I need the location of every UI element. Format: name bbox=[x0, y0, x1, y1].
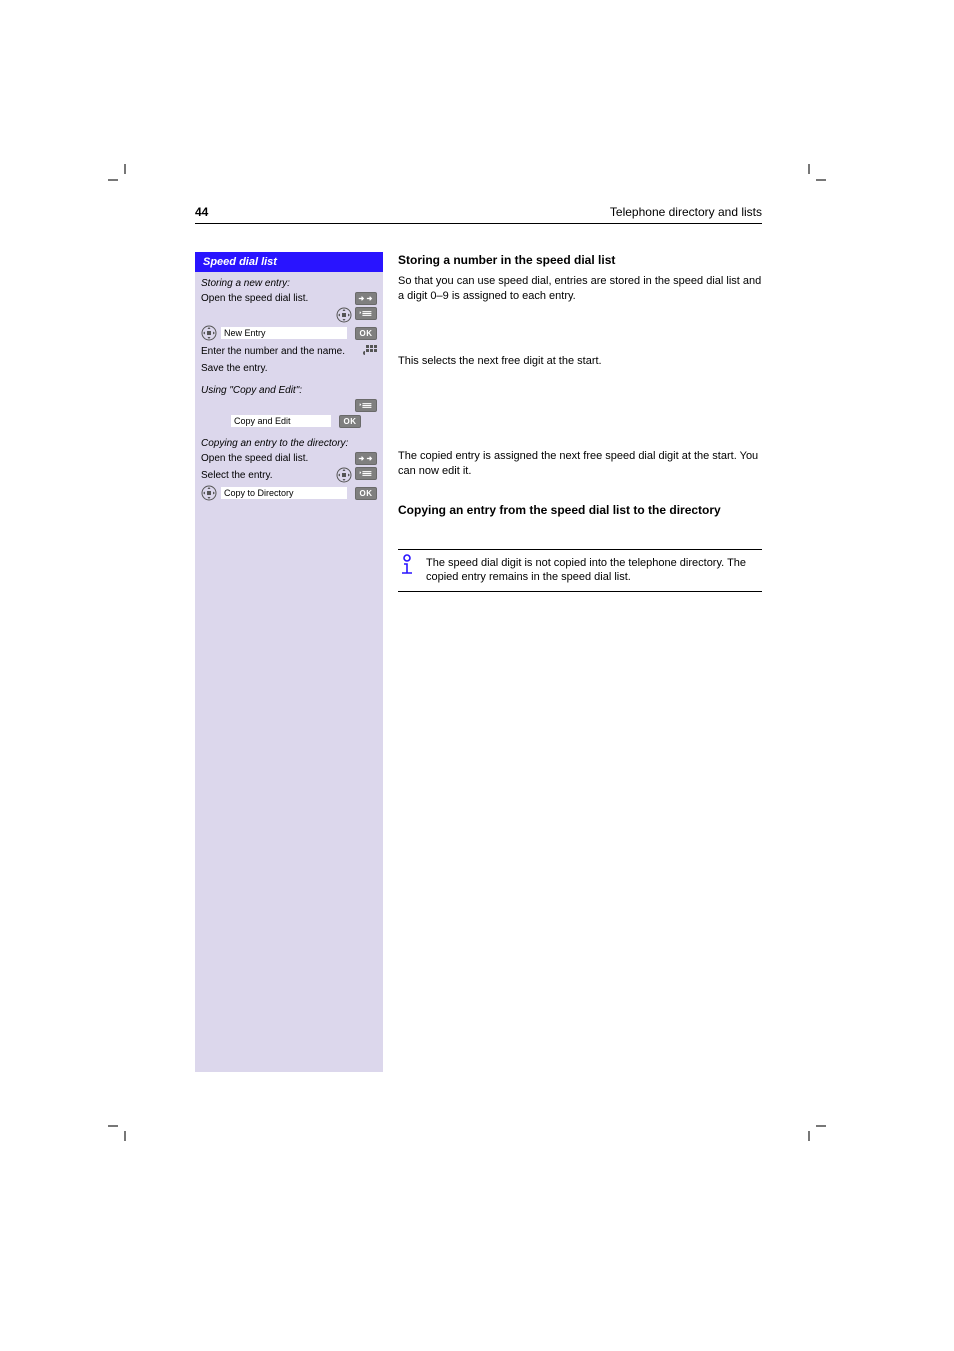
menu-icon bbox=[355, 307, 377, 320]
section-foot: This selects the next free digit at the … bbox=[398, 354, 762, 369]
step-label: Open the speed dial list. bbox=[201, 293, 351, 304]
step-row: Enter the number and the name. bbox=[201, 343, 377, 359]
step-label: Save the entry. bbox=[201, 363, 377, 374]
menu-icon bbox=[355, 467, 377, 480]
entry-field: New Entry bbox=[221, 327, 347, 339]
step-group: Using "Copy and Edit": Copy and Edit OK bbox=[195, 379, 383, 432]
step-group: Storing a new entry: Open the speed dial… bbox=[195, 272, 383, 379]
menu-icon bbox=[355, 399, 377, 412]
step-row: Select the entry. bbox=[201, 467, 377, 483]
step-row: Open the speed dial list. bbox=[201, 291, 377, 305]
nav-pad-icon bbox=[201, 485, 217, 501]
section-body: So that you can use speed dial, entries … bbox=[398, 274, 762, 304]
step-row: Copy and Edit OK bbox=[201, 414, 377, 428]
step-label: Select the entry. bbox=[201, 470, 332, 481]
entry-field: Copy to Directory bbox=[221, 487, 347, 499]
header-title: Telephone directory and lists bbox=[610, 205, 762, 219]
step-row bbox=[201, 307, 377, 323]
sidebar-title: Speed dial list bbox=[195, 252, 383, 272]
info-icon bbox=[398, 554, 416, 581]
step-label: Open the speed dial list. bbox=[201, 453, 351, 464]
step-group: Copying an entry to the directory: Open … bbox=[195, 432, 383, 505]
ok-button-icon: OK bbox=[339, 415, 361, 428]
step-heading: Storing a new entry: bbox=[201, 278, 377, 289]
sidebar: Speed dial list Storing a new entry: Ope… bbox=[195, 252, 383, 1072]
step-heading: Copying an entry to the directory: bbox=[201, 438, 377, 449]
nav-pad-icon bbox=[201, 325, 217, 341]
page-header: 44 Telephone directory and lists bbox=[195, 205, 762, 224]
step-label: Enter the number and the name. bbox=[201, 346, 357, 357]
arrows-icon bbox=[355, 292, 377, 305]
step-row: Open the speed dial list. bbox=[201, 451, 377, 465]
nav-pad-icon bbox=[336, 467, 352, 483]
crop-mark-tr bbox=[804, 165, 824, 185]
note-box: The speed dial digit is not copied into … bbox=[398, 549, 762, 593]
section-title: Storing a number in the speed dial list bbox=[398, 252, 762, 268]
crop-mark-bl bbox=[110, 1121, 130, 1141]
nav-pad-icon bbox=[336, 307, 352, 323]
content: Storing a number in the speed dial list … bbox=[398, 252, 762, 592]
step-row: Save the entry. bbox=[201, 361, 377, 375]
entry-field: Copy and Edit bbox=[231, 415, 331, 427]
step-row: New Entry OK bbox=[201, 325, 377, 341]
step-row bbox=[201, 398, 377, 412]
page-number: 44 bbox=[195, 205, 208, 219]
step-row: Copy to Directory OK bbox=[201, 485, 377, 501]
step-heading: Using "Copy and Edit": bbox=[201, 385, 377, 396]
section-body: The copied entry is assigned the next fr… bbox=[398, 449, 762, 479]
ok-button-icon: OK bbox=[355, 487, 377, 500]
keypad-icon bbox=[361, 343, 377, 359]
crop-mark-tl bbox=[110, 165, 130, 185]
section-title: Copying an entry from the speed dial lis… bbox=[398, 502, 762, 518]
note-text: The speed dial digit is not copied into … bbox=[426, 557, 746, 584]
crop-mark-br bbox=[804, 1121, 824, 1141]
ok-button-icon: OK bbox=[355, 327, 377, 340]
arrows-icon bbox=[355, 452, 377, 465]
